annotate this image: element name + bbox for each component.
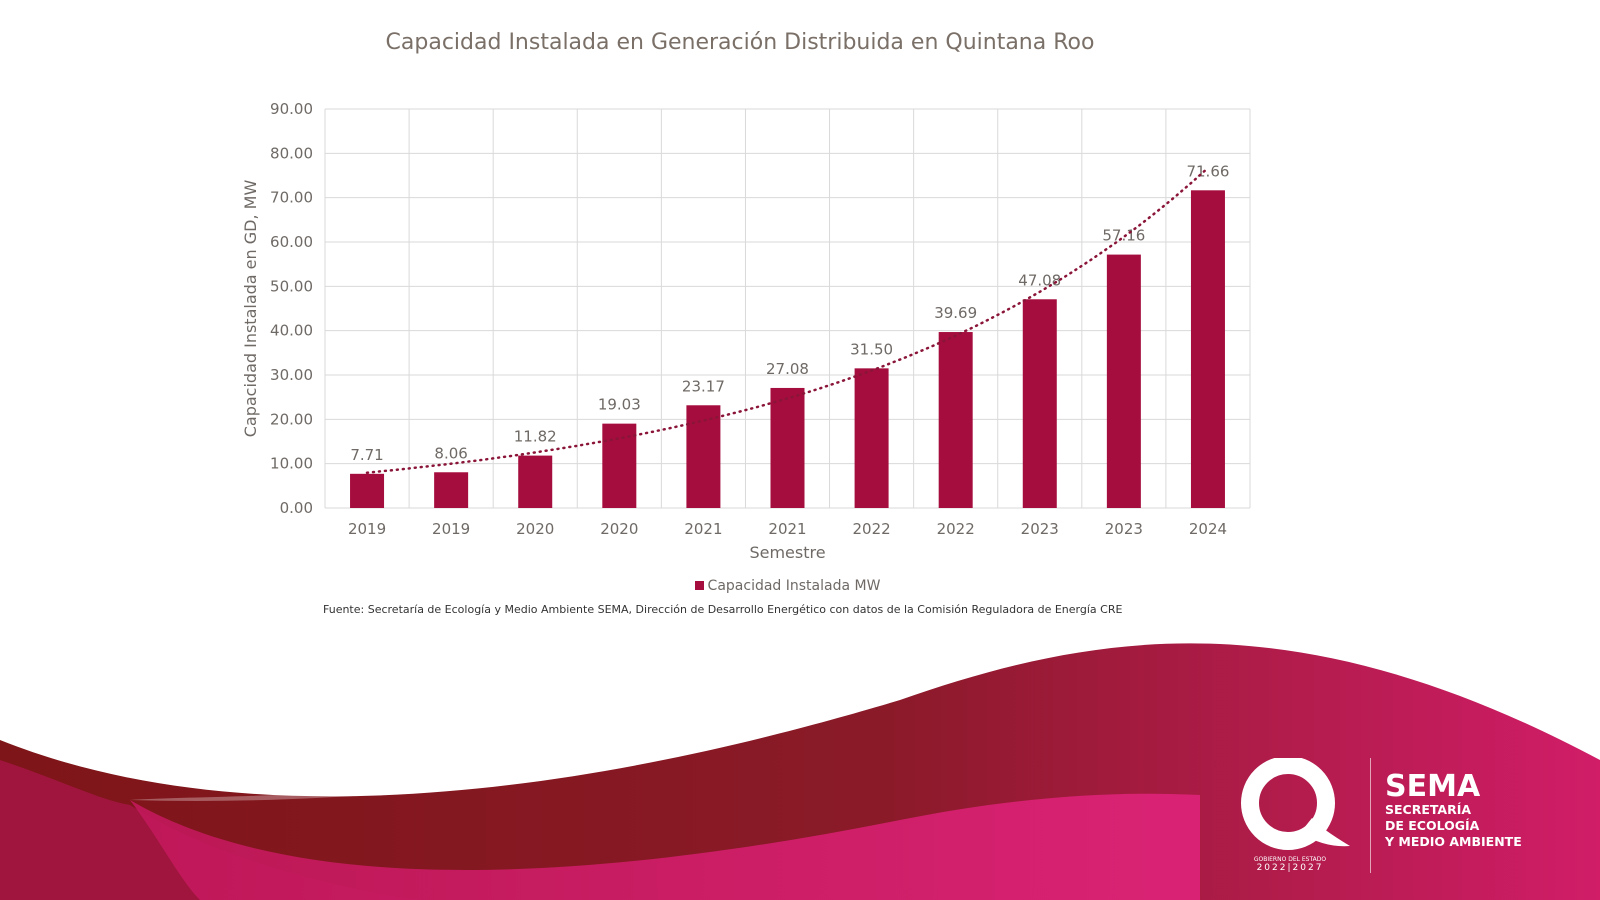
bar: [350, 473, 385, 508]
data-label: 31.50: [850, 340, 893, 358]
bar: [518, 455, 553, 508]
logo-divider: [1370, 758, 1371, 873]
bar: [770, 387, 805, 508]
data-label: 19.03: [598, 396, 641, 414]
sema-line1: SECRETARÍA: [1385, 802, 1472, 817]
bar: [602, 423, 637, 508]
bar: [1022, 299, 1057, 508]
x-axis-title: Semestre: [749, 543, 825, 562]
x-tick-label: 2023: [1105, 520, 1143, 538]
chart-title: Capacidad Instalada en Generación Distri…: [385, 30, 1095, 55]
y-tick-label: 40.00: [270, 322, 313, 340]
legend-swatch: [694, 581, 704, 590]
legend: Capacidad Instalada MW: [0, 578, 1575, 594]
data-label: 39.69: [934, 304, 977, 322]
x-tick-label: 2020: [600, 520, 638, 538]
x-tick-label: 2021: [684, 520, 722, 538]
data-label: 47.08: [1018, 271, 1061, 289]
sema-logo-text: SEMA SECRETARÍA DE ECOLOGÍA Y MEDIO AMBI…: [1385, 772, 1522, 850]
x-tick-label: 2019: [348, 520, 386, 538]
bar: [854, 368, 889, 508]
sema-line3: Y MEDIO AMBIENTE: [1385, 834, 1522, 849]
bar: [434, 472, 469, 508]
bar-chart: 0.00 10.00 20.00 30.00 40.00 50.00 60.00 70.00 8…: [241, 100, 1251, 562]
data-label: 27.08: [766, 360, 809, 378]
y-axis-title: Capacidad Instalada en GD, MW: [241, 180, 260, 438]
gov-years: 2022|2027: [1256, 863, 1324, 873]
y-tick-label: 60.00: [270, 233, 313, 251]
y-tick-label: 30.00: [270, 366, 313, 384]
bar: [686, 405, 721, 508]
y-tick-label: 80.00: [270, 144, 313, 162]
x-tick-label: 2022: [937, 520, 975, 538]
bar: [1106, 254, 1141, 508]
x-tick-label: 2022: [852, 520, 890, 538]
data-label: 7.71: [350, 446, 383, 464]
sema-name: SEMA: [1385, 769, 1481, 804]
y-tick-label: 0.00: [280, 499, 313, 517]
y-tick-label: 90.00: [270, 100, 313, 118]
x-tick-label: 2024: [1189, 520, 1227, 538]
y-tick-label: 50.00: [270, 277, 313, 295]
x-tick-label: 2019: [432, 520, 470, 538]
gov-text: GOBIERNO DEL ESTADO: [1253, 856, 1327, 863]
bar: [938, 332, 973, 508]
quintana-roo-logo: [1241, 758, 1350, 850]
data-label: 71.66: [1186, 162, 1229, 180]
trendline: [365, 166, 1210, 474]
data-label: 11.82: [514, 428, 557, 446]
x-tick-label: 2021: [768, 520, 806, 538]
x-tick-label: 2023: [1021, 520, 1059, 538]
legend-label: Capacidad Instalada MW: [707, 578, 881, 594]
data-label: 8.06: [434, 444, 467, 462]
source-note: Fuente: Secretaría de Ecología y Medio A…: [323, 603, 1123, 616]
y-tick-label: 70.00: [270, 189, 313, 207]
gov-label: GOBIERNO DEL ESTADO 2022|2027: [1250, 856, 1330, 873]
x-tick-label: 2020: [516, 520, 554, 538]
sema-line2: DE ECOLOGÍA: [1385, 818, 1480, 833]
y-tick-label: 20.00: [270, 410, 313, 428]
data-label: 23.17: [682, 377, 725, 395]
bar: [1190, 190, 1225, 509]
y-tick-label: 10.00: [270, 455, 313, 473]
